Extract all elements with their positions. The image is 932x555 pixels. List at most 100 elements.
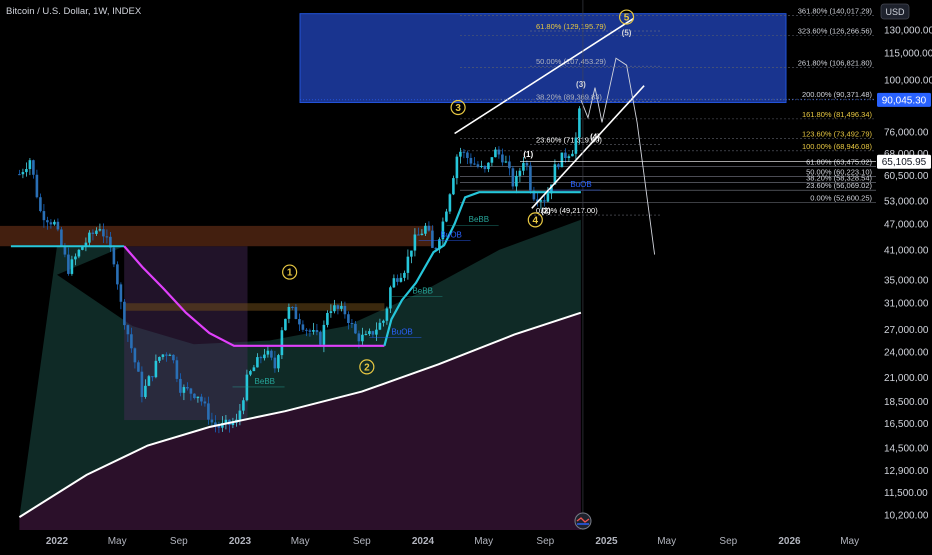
long-term-support-curve	[18, 311, 582, 518]
candle-body	[567, 156, 571, 158]
candle-body	[67, 254, 70, 274]
candle-body	[354, 323, 357, 334]
candle-body	[571, 153, 574, 157]
candle-body	[329, 311, 333, 314]
candle-body	[28, 160, 32, 170]
time-axis[interactable]	[0, 530, 932, 550]
candle-body	[151, 376, 154, 378]
candle-body	[504, 161, 508, 163]
wave-circle	[618, 9, 635, 25]
fib-level-label: 0.00% (52,600.25)	[810, 193, 872, 202]
candle-body	[350, 323, 354, 325]
candle-body	[308, 330, 312, 332]
zone-label: BeBB	[412, 287, 432, 296]
candle-body	[291, 306, 294, 308]
candle-body	[298, 319, 301, 325]
candle-body	[98, 229, 102, 231]
candle-body	[445, 211, 448, 222]
candle-body	[546, 193, 550, 202]
candle-body	[322, 324, 326, 345]
price-tick-label: 60,500.00	[884, 171, 929, 182]
candle-body	[448, 194, 452, 212]
candle-body	[158, 356, 161, 361]
candle-body	[182, 387, 186, 393]
time-tick-label: 2022	[46, 536, 69, 547]
price-tick-label: 100,000.00	[884, 75, 932, 86]
fib-level-label: 200.00% (90,371.48)	[802, 90, 873, 99]
candle-body	[543, 200, 546, 202]
candle-body	[32, 160, 35, 175]
candle-body	[200, 396, 203, 402]
candle-body	[462, 151, 466, 153]
candle-body	[63, 245, 67, 255]
price-tick-label: 16,500.00	[884, 419, 929, 430]
price-tick-label: 21,000.00	[884, 373, 929, 384]
candle-body	[392, 278, 396, 288]
candle-body	[434, 247, 438, 250]
price-candles	[18, 106, 581, 434]
candle-body	[469, 157, 473, 164]
fib-level-label: 50.00% (60,223.10)	[806, 168, 872, 177]
candle-body	[452, 178, 455, 195]
candle-body	[217, 425, 221, 428]
candle-body	[511, 168, 515, 187]
candle-body	[165, 354, 168, 356]
wave-circle	[527, 212, 543, 228]
fib-level-label: 261.80% (106,821.80)	[798, 58, 873, 67]
candle-body	[35, 174, 39, 198]
time-tick-label: Sep	[719, 536, 737, 547]
candle-body	[249, 371, 252, 375]
candle-body	[88, 232, 91, 243]
candle-body	[574, 137, 578, 154]
candle-body	[95, 230, 98, 234]
candle-body	[263, 354, 266, 359]
time-tick-label: May	[840, 536, 859, 547]
price-tick-label: 53,000.00	[884, 196, 929, 207]
candle-body	[497, 149, 501, 155]
candle-body	[137, 362, 140, 372]
candle-body	[459, 151, 462, 157]
candle-body	[494, 149, 497, 158]
candle-body	[242, 400, 245, 411]
candle-body	[455, 156, 459, 179]
candle-body	[25, 169, 28, 173]
currency-button[interactable]: USD	[880, 3, 910, 20]
inner-fib-label: 38.20% (89,369.83)	[536, 92, 602, 101]
price-tick-label: 115,000.00	[884, 49, 932, 60]
price-tick-label: 27,000.00	[884, 325, 929, 336]
price-tag-box	[877, 92, 931, 107]
candle-body	[536, 199, 539, 202]
candle-body	[231, 422, 235, 426]
candle-body	[557, 164, 560, 168]
candle-body	[508, 161, 511, 169]
candle-body	[18, 174, 21, 176]
candle-body	[406, 256, 410, 273]
candle-body	[161, 354, 165, 357]
zone-label: BuOB	[441, 230, 462, 239]
fib-level-label: 38.20% (58,328.54)	[806, 174, 872, 183]
candle-body	[410, 250, 413, 257]
fib-level-label: 123.60% (73,492.79)	[802, 130, 873, 139]
candle-body	[39, 197, 42, 212]
candle-body	[144, 385, 147, 397]
candle-body	[385, 308, 389, 321]
candle-body	[515, 175, 518, 187]
zone-label: BuOB	[391, 328, 412, 337]
time-tick-label: 2025	[595, 536, 618, 547]
price-tick-label: 76,000.00	[884, 128, 929, 139]
candle-body	[420, 233, 424, 236]
tradingview-logo-icon[interactable]	[574, 512, 592, 530]
candle-body	[399, 277, 403, 282]
candle-body	[375, 329, 378, 335]
fib-level-label: 100.00% (68,946.08)	[802, 142, 873, 151]
candle-body	[487, 162, 490, 170]
currency-label: USD	[885, 7, 905, 17]
candle-body	[368, 331, 371, 334]
candle-body	[438, 239, 441, 250]
candle-body	[389, 287, 392, 309]
candle-body	[21, 172, 25, 175]
price-axis[interactable]	[876, 0, 932, 530]
candle-body	[112, 247, 116, 265]
